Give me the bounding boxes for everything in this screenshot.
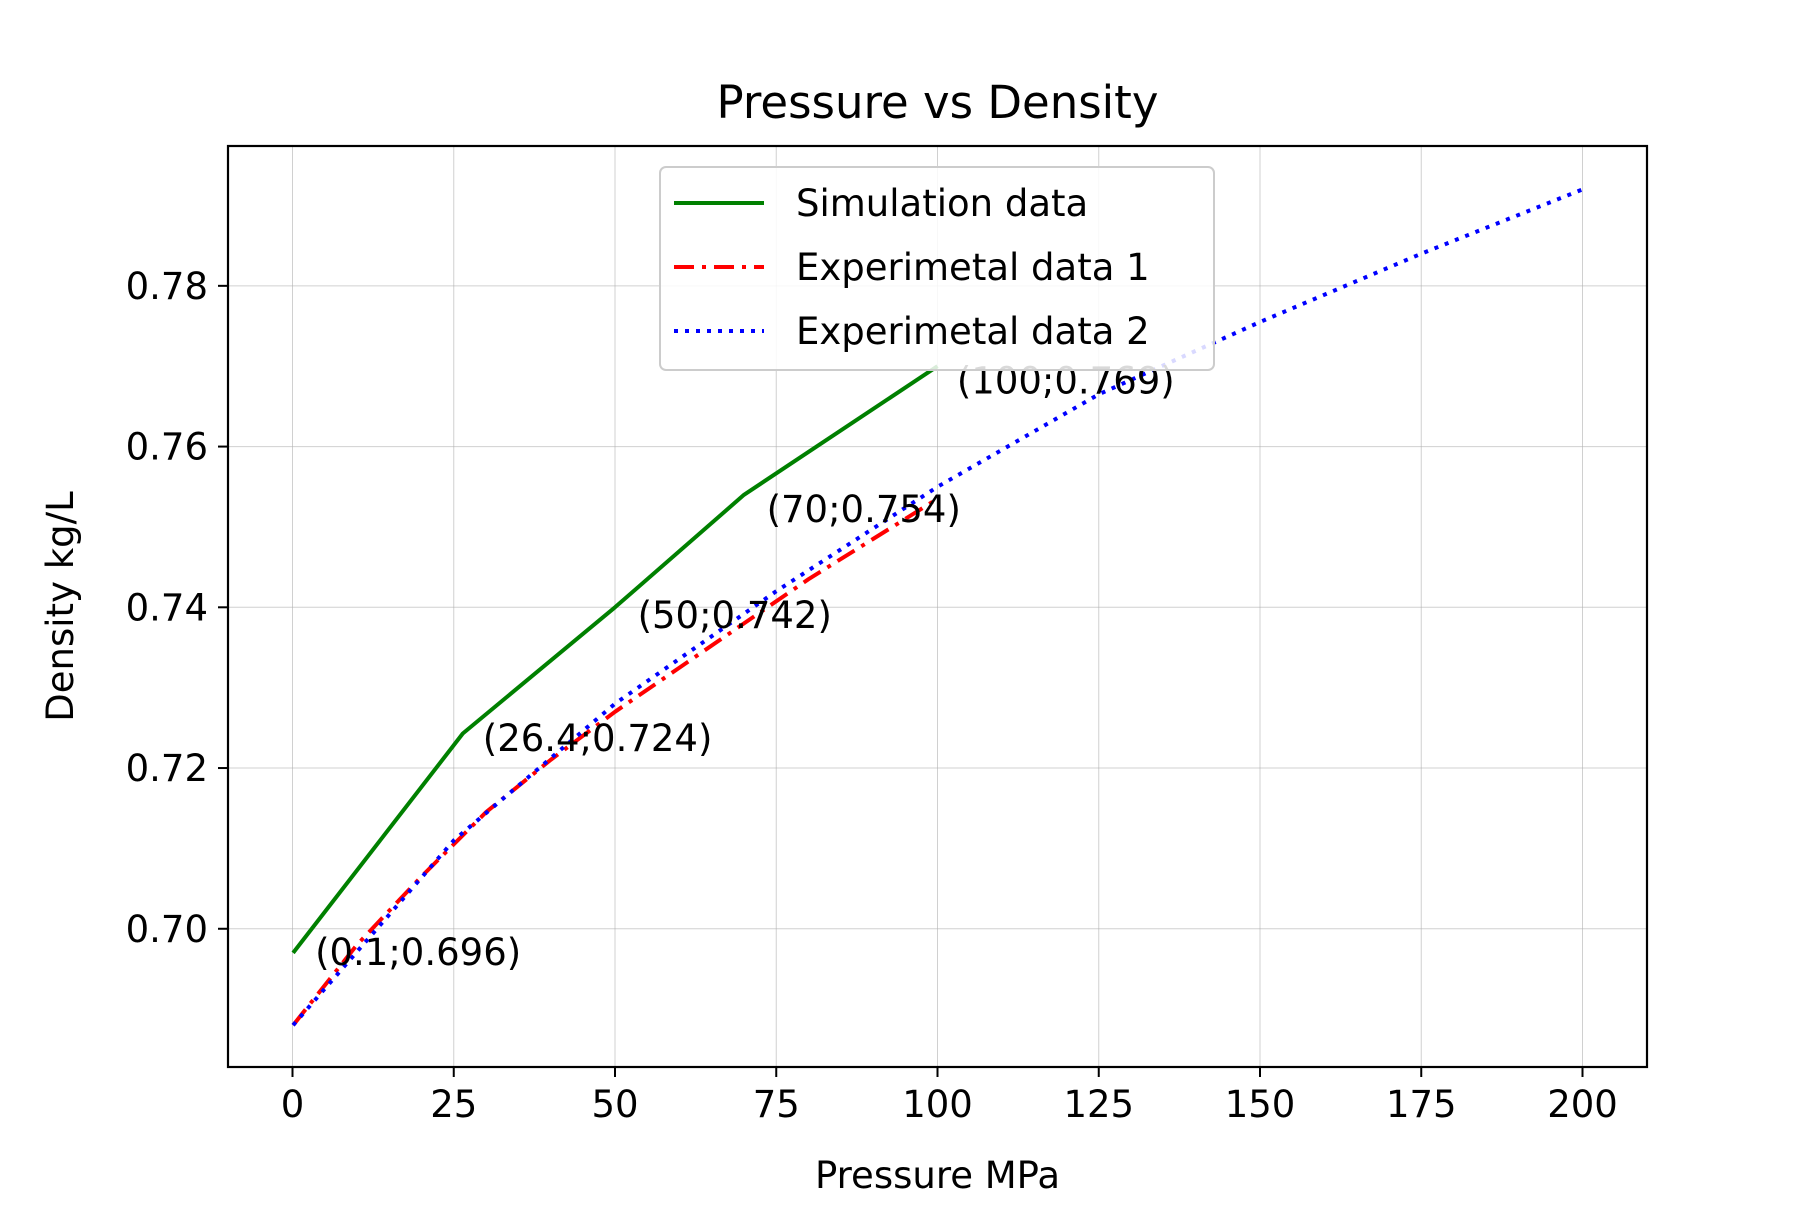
y-tick-label: 0.76 bbox=[126, 426, 208, 469]
series-lines bbox=[291, 187, 1584, 1027]
point-annotations: (0.1;0.696) (26.4;0.724) (50;0.742) (70;0.7… bbox=[315, 360, 1175, 974]
legend-label-2: Experimetal data 1 bbox=[796, 246, 1150, 289]
x-tick-label: 150 bbox=[1225, 1083, 1296, 1126]
x-axis-title: Pressure MPa bbox=[815, 1154, 1060, 1197]
x-tick-label: 200 bbox=[1547, 1083, 1618, 1126]
point-annotation: (26.4;0.724) bbox=[483, 717, 713, 760]
legend: Simulation data Experimetal data 1 Experim… bbox=[659, 166, 1215, 371]
chart-title: Pressure vs Density bbox=[717, 76, 1159, 129]
y-tick-label: 0.70 bbox=[126, 908, 208, 951]
x-tick-label: 75 bbox=[753, 1083, 800, 1126]
point-annotation: (0.1;0.696) bbox=[315, 931, 521, 974]
x-tick-label: 50 bbox=[591, 1083, 638, 1126]
y-tick-label: 0.74 bbox=[126, 586, 208, 629]
point-annotation: (50;0.742) bbox=[638, 594, 832, 637]
legend-label-3: Experimetal data 2 bbox=[796, 310, 1150, 353]
legend-label-1: Simulation data bbox=[796, 182, 1088, 225]
x-tick-label: 25 bbox=[430, 1083, 477, 1126]
legend-box bbox=[659, 166, 1215, 371]
x-tick-label: 100 bbox=[902, 1083, 973, 1126]
y-tick-label: 0.72 bbox=[126, 747, 208, 790]
x-tick-label: 125 bbox=[1063, 1083, 1134, 1126]
series-line-1 bbox=[291, 364, 939, 955]
x-tick-label: 0 bbox=[281, 1083, 305, 1126]
y-axis-title: Density kg/L bbox=[39, 491, 82, 722]
axis-ticks: 0 25 50 75 100 125 150 175 200 0.70 0.72 0.74 0.76 0.… bbox=[126, 265, 1618, 1126]
point-annotation: (70;0.754) bbox=[767, 488, 961, 531]
x-tick-label: 175 bbox=[1386, 1083, 1457, 1126]
y-tick-label: 0.78 bbox=[126, 265, 208, 308]
